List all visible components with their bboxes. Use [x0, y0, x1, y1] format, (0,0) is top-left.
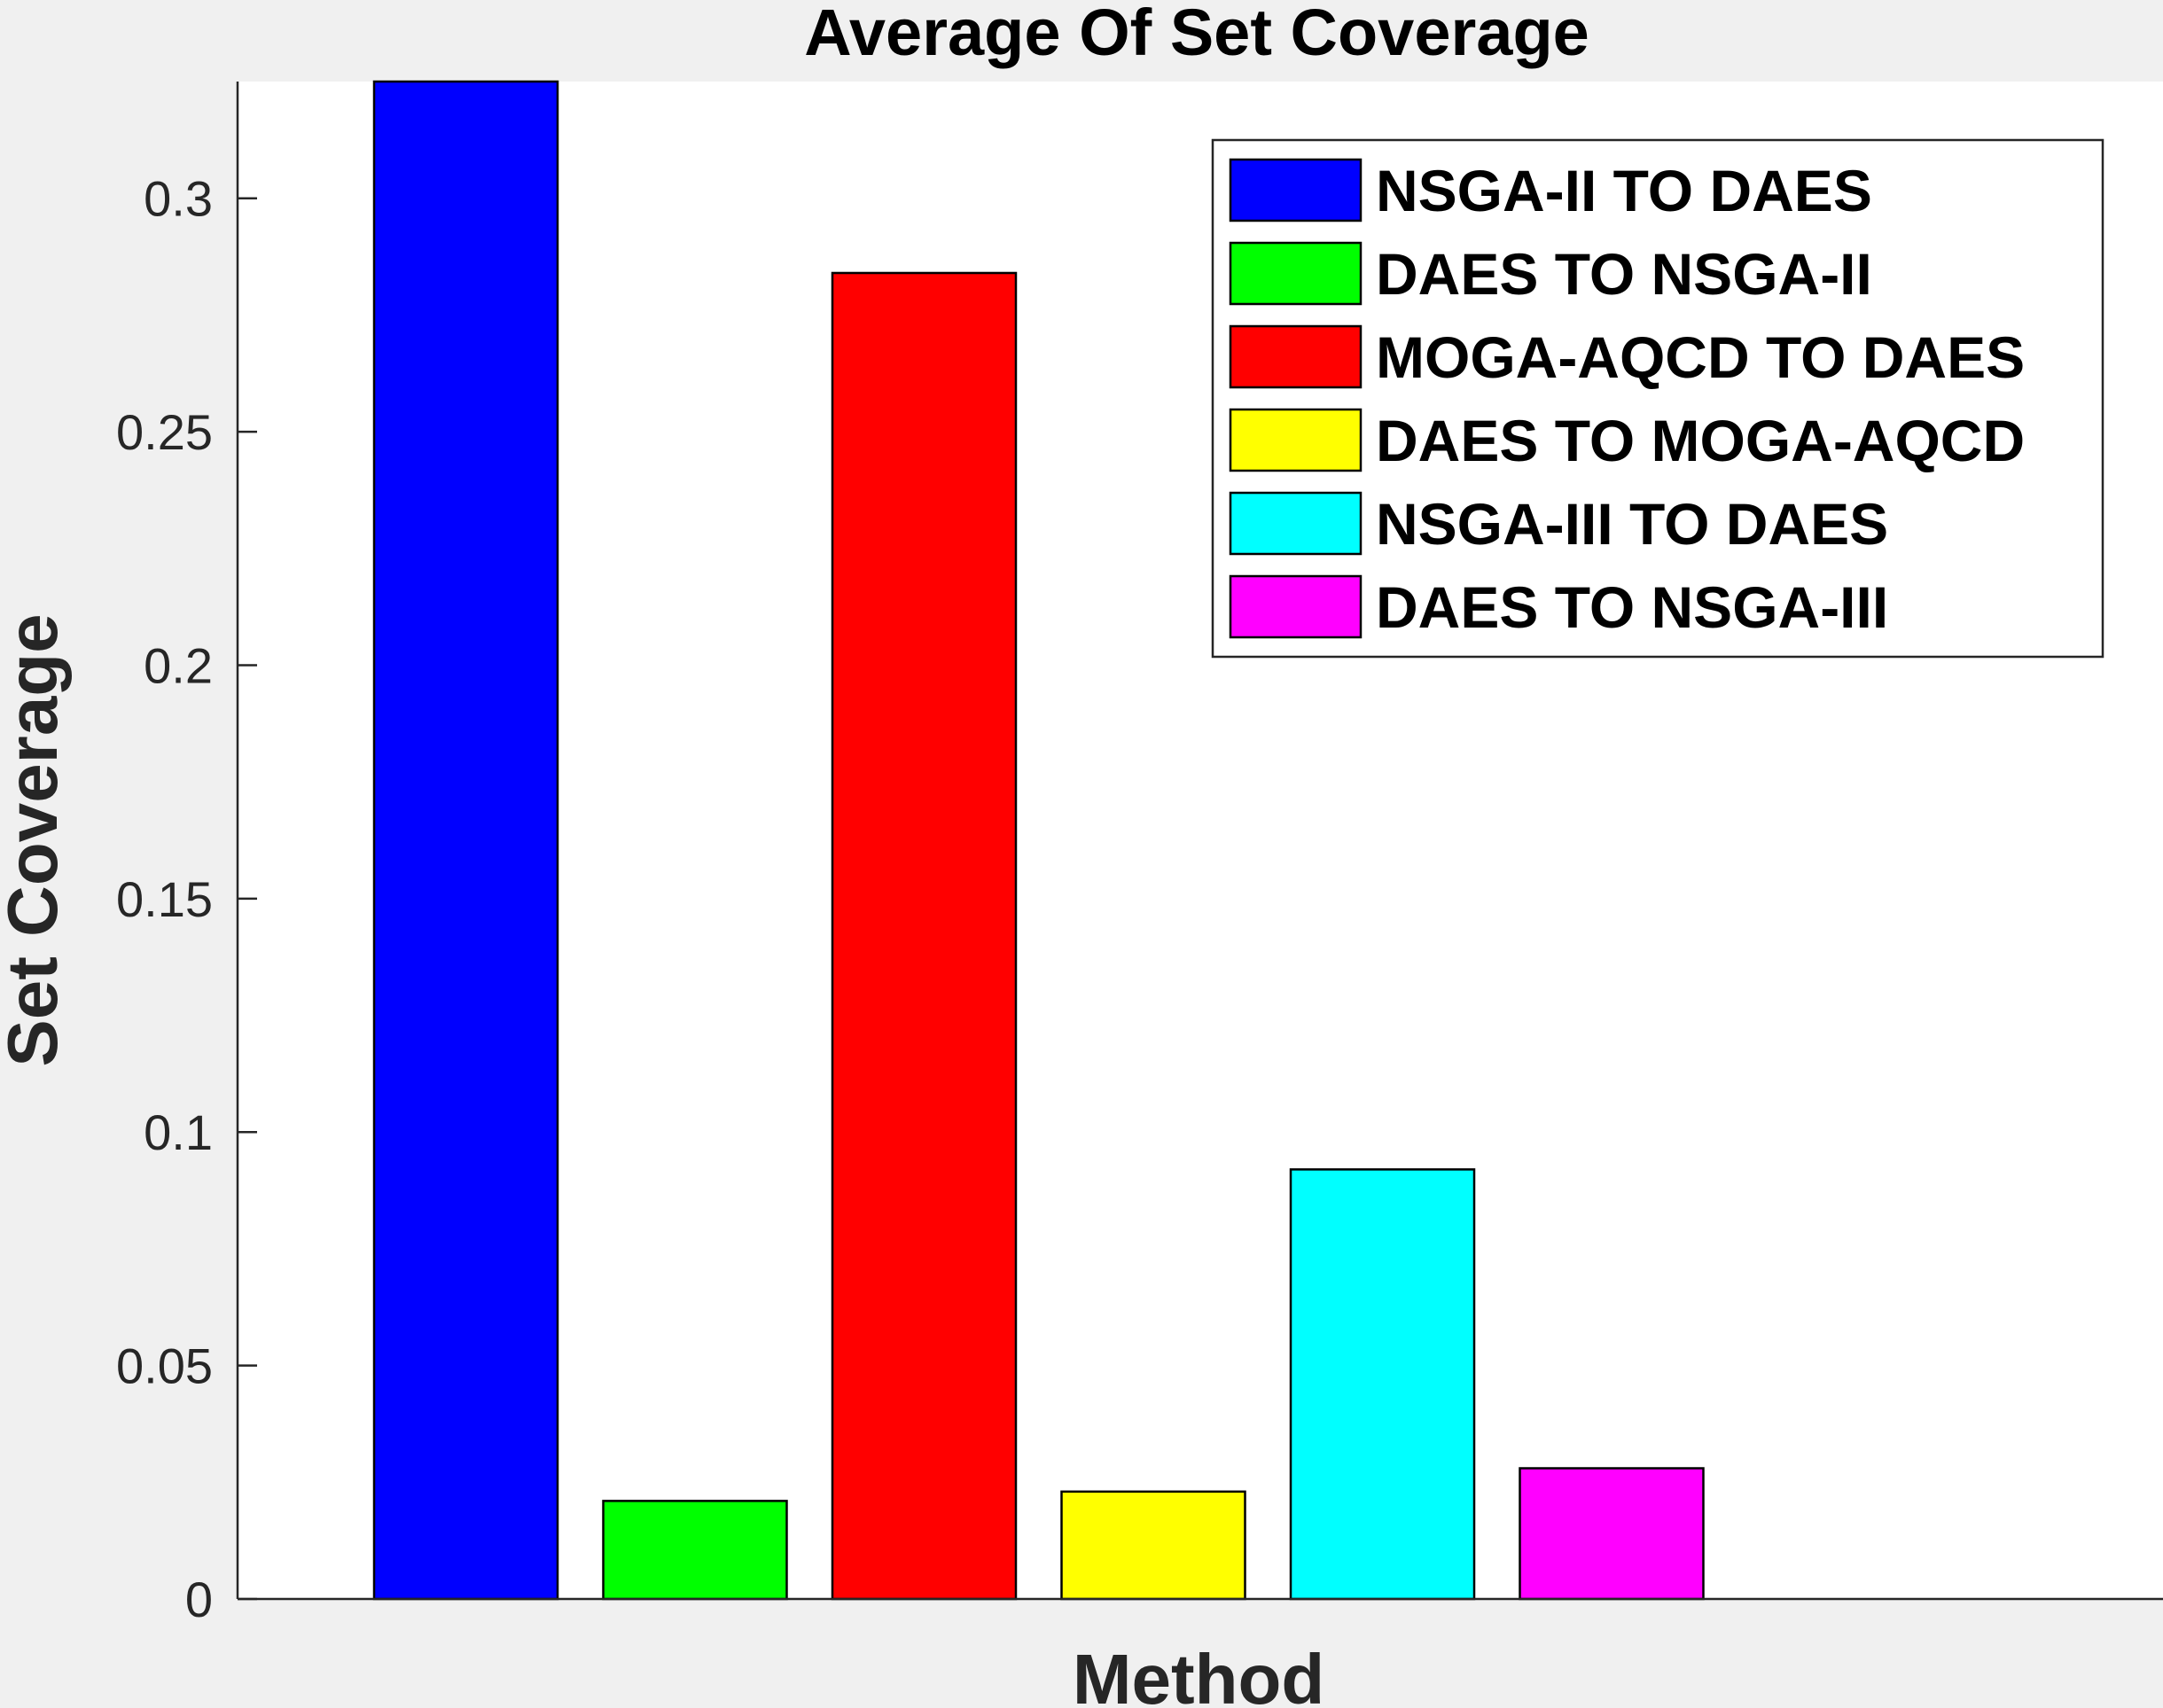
y-tick-label: 0.15 [116, 871, 213, 927]
legend-swatch-2 [1229, 241, 1363, 306]
legend-swatch-4 [1229, 408, 1363, 472]
legend-swatch-6 [1229, 574, 1363, 639]
legend-swatch-3 [1229, 324, 1363, 389]
bar-5 [1289, 1168, 1476, 1601]
bar-4 [1060, 1490, 1246, 1601]
legend-label-4: DAES TO MOGA-AQCD [1376, 408, 2025, 473]
y-tick-label: 0.2 [144, 637, 213, 693]
x-axis-label: Method [1073, 1640, 1324, 1708]
legend-label-1: NSGA-II TO DAES [1376, 158, 1872, 223]
legend: NSGA-II TO DAES DAES TO NSGA-II MOGA-AQCD … [1211, 138, 2104, 659]
y-tick-label: 0.1 [144, 1104, 213, 1160]
y-axis-label: Set Coverage [0, 613, 72, 1066]
legend-box [1211, 138, 2104, 659]
chart-title: Average Of Set Coverage [804, 0, 1589, 69]
bar-6 [1519, 1467, 1705, 1601]
legend-label-5: NSGA-III TO DAES [1376, 491, 1888, 557]
bar-2 [602, 1500, 788, 1601]
legend-label-6: DAES TO NSGA-III [1376, 574, 1888, 640]
legend-swatch-1 [1229, 158, 1363, 222]
y-tick-label: 0.05 [116, 1338, 213, 1394]
y-tick-label: 0.3 [144, 171, 213, 227]
y-tick-label: 0 [185, 1572, 213, 1627]
y-ticks-group: 0 0.05 0.1 0.15 0.2 0.25 0.3 [116, 171, 257, 1627]
legend-swatch-5 [1229, 491, 1363, 556]
y-tick-label: 0.25 [116, 404, 213, 460]
bars-group [372, 80, 1705, 1601]
legend-label-3: MOGA-AQCD TO DAES [1376, 324, 2025, 390]
bar-3 [831, 271, 1018, 1601]
legend-label-2: DAES TO NSGA-II [1376, 241, 1872, 307]
bar-1 [372, 80, 559, 1601]
